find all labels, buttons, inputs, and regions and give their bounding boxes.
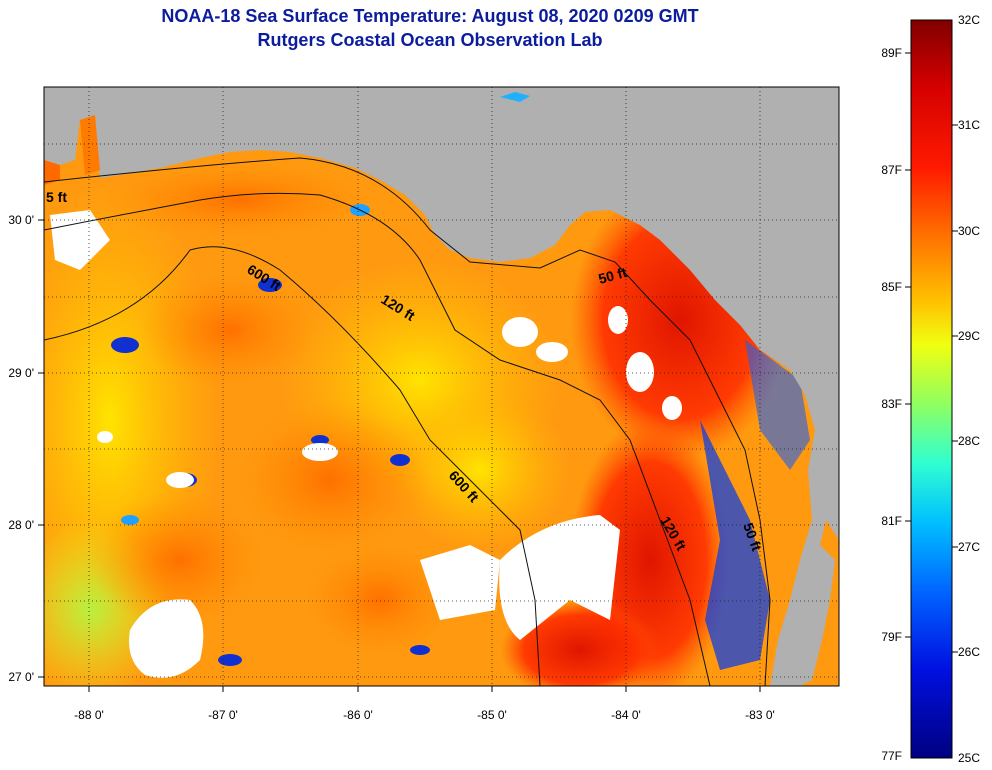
land-mass [44, 87, 839, 686]
graticule [44, 87, 839, 686]
colorbar-f-label: 89F [881, 46, 902, 60]
lat-tick-label: 30 0' [8, 213, 34, 227]
colorbar-c-label: 27C [958, 540, 980, 554]
map-subtitle: Rutgers Coastal Ocean Observation Lab [257, 30, 603, 50]
lat-tick-label: 29 0' [8, 366, 34, 380]
colorbar-f-label: 87F [881, 163, 902, 177]
map-title: NOAA-18 Sea Surface Temperature: August … [161, 6, 699, 26]
map-frame [43, 86, 840, 687]
lat-tick-label: 27 0' [8, 670, 34, 684]
bathymetry-contours [44, 157, 771, 686]
lat-tick-label: 28 0' [8, 518, 34, 532]
lon-tick-label: -86 0' [343, 708, 373, 722]
lon-tick-label: -84 0' [611, 708, 641, 722]
colorbar-c-label: 32C [958, 13, 980, 27]
colorbar-c-label: 25C [958, 751, 980, 765]
colorbar-f-label: 85F [881, 280, 902, 294]
lon-tick-label: -88 0' [74, 708, 104, 722]
colorbar-c-label: 28C [958, 434, 980, 448]
colorbar-f-label: 77F [881, 749, 902, 763]
colorbar [910, 19, 953, 759]
cloud-patch [129, 599, 204, 678]
colorbar-f-label: 81F [881, 514, 902, 528]
contour-label: 5 ft [46, 189, 67, 205]
colorbar-c-label: 29C [958, 329, 980, 343]
lon-tick-label: -83 0' [745, 708, 775, 722]
colorbar-c-label: 30C [958, 224, 980, 238]
contour-label: 50 ft [597, 264, 629, 287]
colorbar-f-label: 79F [881, 630, 902, 644]
lon-tick-label: -85 0' [477, 708, 507, 722]
lon-tick-label: -87 0' [208, 708, 238, 722]
colorbar-c-label: 26C [958, 645, 980, 659]
colorbar-f-label: 83F [881, 397, 902, 411]
colorbar-c-label: 31C [958, 118, 980, 132]
